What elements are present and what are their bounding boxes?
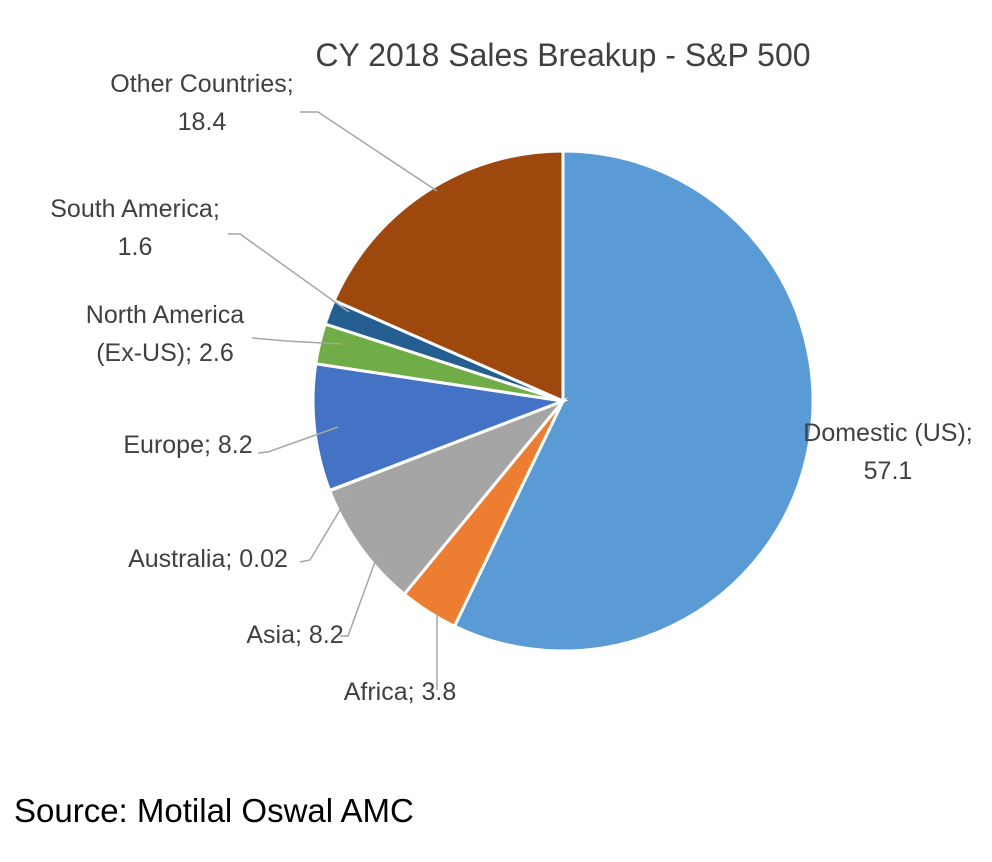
- leader-line: [340, 547, 381, 637]
- data-label: North America (Ex-US); 2.6: [86, 301, 244, 367]
- leader-lines: [228, 111, 438, 690]
- pie-slice-europe: [311, 362, 569, 493]
- slice-labels: Domestic (US); 57.1 Africa; 3.8 Asia; 8.2 Au…: [50, 70, 973, 706]
- data-label: South America; 1.6: [50, 195, 220, 261]
- data-label: Other Countries; 18.4: [110, 70, 293, 136]
- leader-line: [257, 426, 339, 454]
- pie-slices: [311, 149, 815, 653]
- data-label: Asia; 8.2: [246, 621, 343, 649]
- leader-line: [251, 337, 342, 345]
- data-label: Africa; 3.8: [344, 678, 457, 706]
- source-note: Source: Motilal Oswal AMC: [14, 792, 414, 829]
- pie-slice-domestic-us: [452, 149, 815, 653]
- data-label: Europe; 8.2: [123, 431, 252, 459]
- chart-title: CY 2018 Sales Breakup - S&P 500: [315, 37, 810, 73]
- leader-line: [300, 111, 438, 192]
- leader-line: [299, 489, 353, 563]
- data-label: Australia; 0.02: [128, 545, 288, 573]
- pie-slice-other-countries: [332, 149, 565, 404]
- pie-chart: CY 2018 Sales Breakup - S&P 500 Domestic…: [50, 37, 973, 706]
- data-label: Domestic (US); 57.1: [803, 419, 972, 485]
- pie-slice-asia: [327, 397, 568, 597]
- leader-line: [228, 233, 350, 313]
